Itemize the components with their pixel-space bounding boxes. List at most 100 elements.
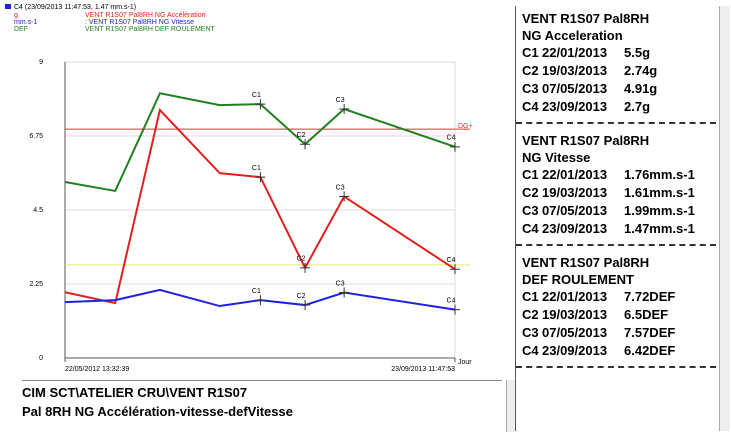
section-title: NG Vitesse: [522, 150, 591, 165]
threshold-label: DG+: [458, 123, 473, 130]
cell: 7.57DEF: [624, 325, 676, 340]
series-line: [64, 92, 456, 193]
cell: C2: [522, 307, 539, 322]
scrollbar[interactable]: [506, 380, 516, 432]
x-tick-label: 23/09/2013 11:47:53: [391, 366, 455, 373]
value-row: C2 19/03/2013 1.61mm.s-1: [522, 184, 716, 202]
point-label: C3: [336, 184, 345, 191]
cell: 07/05/2013: [542, 81, 608, 96]
value-row: C1 22/01/2013 1.76mm.s-1: [522, 166, 716, 184]
cell: 1.76mm.s-1: [624, 167, 695, 182]
point-label: C3: [336, 97, 345, 104]
legend-swatch: [5, 4, 11, 9]
y-tick-label: 0: [39, 355, 43, 362]
point-cross: [255, 172, 266, 183]
value-row: C4 23/09/2013 6.42DEF: [522, 342, 716, 360]
point-label: C2: [297, 293, 306, 300]
cell: 1.99mm.s-1: [624, 203, 695, 218]
point-cross: [255, 99, 266, 110]
section-title: NG Acceleration: [522, 28, 623, 43]
x-axis-label: Jour: [458, 359, 472, 366]
chart: C4 (23/09/2013 11:47:53, 1.47 mm.s-1)g VE…: [5, 4, 473, 373]
value-row: C4 23/09/2013 1.47mm.s-1: [522, 220, 716, 238]
y-tick-label: 6.75: [29, 133, 43, 140]
x-tick-label: 22/05/2012 13:32:39: [65, 366, 129, 373]
cell: 1.47mm.s-1: [624, 221, 695, 236]
cell: 7.72DEF: [624, 289, 676, 304]
value-row: C4 23/09/2013 2.7g: [522, 98, 716, 116]
legend-unit: mm.s-1: [14, 19, 37, 26]
cell: C3: [522, 203, 539, 218]
cell: 22/01/2013: [542, 45, 608, 60]
legend-unit: DEF: [14, 26, 28, 33]
legend-text: : VENT R1S07 Pal8RH NG Vitesse: [85, 19, 194, 26]
scrollbar[interactable]: [719, 6, 730, 431]
info-line: Pal 8RH NG Accélération-vitesse-defVites…: [22, 404, 293, 419]
value-row: C2 19/03/2013 6.5DEF: [522, 306, 716, 324]
cell: 22/01/2013: [542, 167, 608, 182]
point-cross: [300, 262, 311, 273]
section-title: VENT R1S07 Pal8RH: [522, 133, 650, 148]
value-panel: VENT R1S07 Pal8RH NG Acceleration C1 22/01/…: [515, 6, 716, 431]
point-cross: [450, 141, 460, 152]
cell: 2.74g: [624, 63, 658, 78]
value-row: C3 07/05/2013 4.91g: [522, 80, 716, 98]
point-cross: [339, 104, 350, 115]
cell: 19/03/2013: [542, 63, 608, 78]
cell: C4: [522, 343, 539, 358]
cell: 07/05/2013: [542, 203, 608, 218]
point-cross: [255, 295, 266, 306]
cell: 4.91g: [624, 81, 658, 96]
value-row: C3 07/05/2013 1.99mm.s-1: [522, 202, 716, 220]
point-cross: [450, 304, 460, 315]
cell: C1: [522, 289, 539, 304]
cell: C3: [522, 325, 539, 340]
cell: C2: [522, 185, 539, 200]
cell: 19/03/2013: [542, 307, 608, 322]
value-row: C2 19/03/2013 2.74g: [522, 62, 716, 80]
cell: C2: [522, 63, 539, 78]
info-box: CIM SCT\ATELIER CRU\VENT R1S07 Pal 8RH NG…: [22, 380, 502, 433]
point-label: C2: [297, 132, 306, 139]
section-title: DEF ROULEMENT: [522, 272, 634, 287]
point-label: C1: [252, 165, 261, 172]
cell: 22/01/2013: [542, 289, 608, 304]
point-cross: [339, 287, 350, 298]
point-label: C4: [447, 135, 456, 142]
cell: 1.61mm.s-1: [624, 185, 695, 200]
y-tick-label: 2.25: [29, 281, 43, 288]
value-row: C3 07/05/2013 7.57DEF: [522, 324, 716, 342]
cell: 07/05/2013: [542, 325, 608, 340]
cell: C1: [522, 167, 539, 182]
point-label: C1: [252, 288, 261, 295]
series-line: [64, 107, 456, 305]
cell: C4: [522, 221, 539, 236]
cell: 19/03/2013: [542, 185, 608, 200]
section-title: VENT R1S07 Pal8RH: [522, 11, 650, 26]
point-label: C3: [336, 280, 345, 287]
y-tick-label: 4.5: [33, 207, 43, 214]
legend-text: VENT R1S07 Pal8RH DEF ROULEMENT: [85, 26, 216, 33]
cell: 23/09/2013: [542, 99, 608, 114]
legend-header: C4 (23/09/2013 11:47:53, 1.47 mm.s-1): [14, 4, 136, 11]
legend-text: VENT R1S07 Pal8RH NG Accélération: [85, 12, 206, 19]
point-cross: [450, 264, 460, 275]
point-label: C1: [252, 92, 261, 99]
panel-section: VENT R1S07 Pal8RH NG Vitesse C1 22/01/2013 1…: [516, 128, 716, 246]
y-tick-label: 9: [39, 59, 43, 66]
section-title: VENT R1S07 Pal8RH: [522, 255, 650, 270]
point-cross: [300, 300, 311, 311]
cell: 6.42DEF: [624, 343, 676, 358]
panel-section: VENT R1S07 Pal8RH NG Acceleration C1 22/01/…: [516, 6, 716, 124]
point-label: C4: [447, 297, 456, 304]
value-row: C1 22/01/2013 7.72DEF: [522, 288, 716, 306]
cell: 2.7g: [624, 99, 651, 114]
point-cross: [300, 139, 311, 150]
cell: 23/09/2013: [542, 343, 608, 358]
cell: 23/09/2013: [542, 221, 608, 236]
panel-section: VENT R1S07 Pal8RH DEF ROULEMENT C1 22/01/20…: [516, 250, 716, 368]
cell: C1: [522, 45, 539, 60]
cell: C3: [522, 81, 539, 96]
cell: 5.5g: [624, 45, 651, 60]
